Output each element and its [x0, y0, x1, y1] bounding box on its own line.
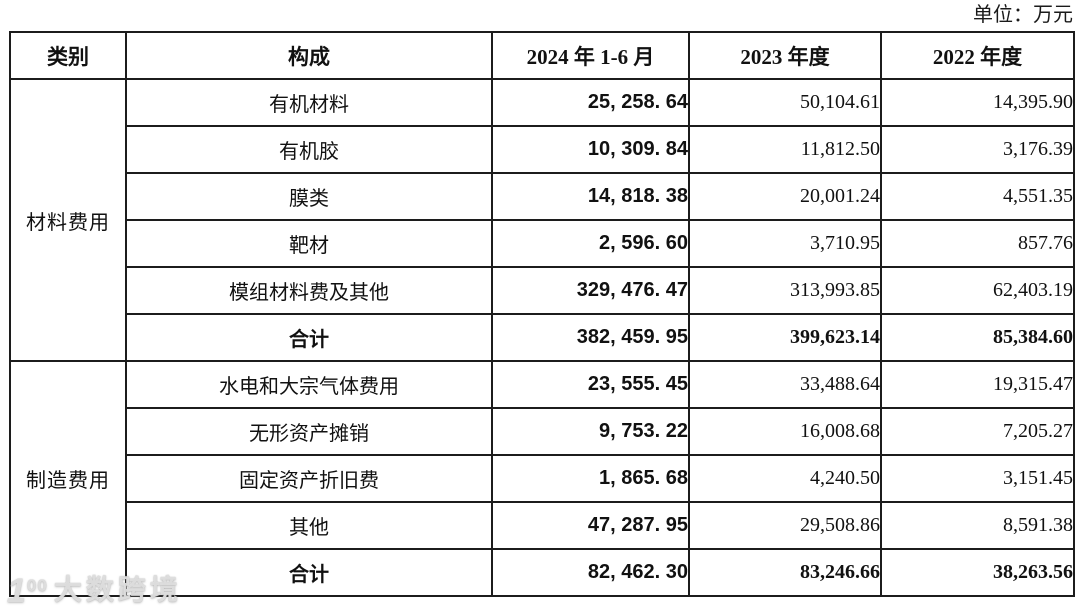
row-label: 无形资产摊销 [125, 407, 493, 456]
value-2022: 85,384.60 [880, 313, 1075, 362]
value-2022: 38,263.56 [880, 548, 1075, 597]
value-2024: 25, 258. 64 [491, 78, 690, 127]
header-category: 类别 [9, 31, 127, 80]
header-row: 类别 构成 2024 年 1-6 月 2023 年度 2022 年度 [9, 31, 1075, 80]
value-2023: 16,008.68 [688, 407, 882, 456]
unit-label: 单位：万元 [973, 4, 1073, 26]
cost-composition-table: 类别 构成 2024 年 1-6 月 2023 年度 2022 年度 材料费用 … [9, 31, 1075, 597]
header-2023: 2023 年度 [688, 31, 882, 80]
row-label: 其他 [125, 501, 493, 550]
value-2024: 1, 865. 68 [491, 454, 690, 503]
value-2022: 19,315.47 [880, 360, 1075, 409]
value-2024: 2, 596. 60 [491, 219, 690, 268]
value-2023: 83,246.66 [688, 548, 882, 597]
value-2023: 4,240.50 [688, 454, 882, 503]
row-label: 膜类 [125, 172, 493, 221]
value-2022: 4,551.35 [880, 172, 1075, 221]
row-label-total: 合计 [125, 313, 493, 362]
table-row: 膜类 14, 818. 38 20,001.24 4,551.35 [10, 172, 1075, 221]
value-2022: 7,205.27 [880, 407, 1075, 456]
value-2022: 8,591.38 [880, 501, 1075, 550]
table-row: 靶材 2, 596. 60 3,710.95 857.76 [10, 219, 1075, 268]
row-label: 靶材 [125, 219, 493, 268]
table-row-total: 合计 82, 462. 30 83,246.66 38,263.56 [10, 548, 1075, 597]
value-2023: 313,993.85 [688, 266, 882, 315]
table-row: 制造费用 水电和大宗气体费用 23, 555. 45 33,488.64 19,… [9, 360, 1075, 597]
header-2024h1: 2024 年 1-6 月 [491, 31, 690, 80]
value-2023: 3,710.95 [688, 219, 882, 268]
value-2024: 10, 309. 84 [491, 125, 690, 174]
row-label-total: 合计 [125, 548, 493, 597]
value-2024: 23, 555. 45 [491, 360, 690, 409]
value-2023: 399,623.14 [688, 313, 882, 362]
category-material-costs: 材料费用 [9, 78, 127, 362]
table-row: 无形资产摊销 9, 753. 22 16,008.68 7,205.27 [10, 407, 1075, 456]
row-label: 模组材料费及其他 [125, 266, 493, 315]
category-manufacturing-costs: 制造费用 [9, 360, 127, 597]
table-row: 其他 47, 287. 95 29,508.86 8,591.38 [10, 501, 1075, 550]
value-2024: 329, 476. 47 [491, 266, 690, 315]
value-2024: 47, 287. 95 [491, 501, 690, 550]
header-2022: 2022 年度 [880, 31, 1075, 80]
value-2024: 382, 459. 95 [491, 313, 690, 362]
table-row: 固定资产折旧费 1, 865. 68 4,240.50 3,151.45 [10, 454, 1075, 503]
row-label: 水电和大宗气体费用 [125, 360, 493, 409]
table-row: 有机胶 10, 309. 84 11,812.50 3,176.39 [10, 125, 1075, 174]
value-2022: 3,176.39 [880, 125, 1075, 174]
value-2024: 82, 462. 30 [491, 548, 690, 597]
row-label: 有机材料 [125, 78, 493, 127]
value-2023: 11,812.50 [688, 125, 882, 174]
value-2023: 20,001.24 [688, 172, 882, 221]
value-2022: 62,403.19 [880, 266, 1075, 315]
table-row-total: 合计 382, 459. 95 399,623.14 85,384.60 [10, 313, 1075, 362]
value-2024: 14, 818. 38 [491, 172, 690, 221]
value-2022: 14,395.90 [880, 78, 1075, 127]
row-label: 固定资产折旧费 [125, 454, 493, 503]
value-2023: 33,488.64 [688, 360, 882, 409]
value-2024: 9, 753. 22 [491, 407, 690, 456]
value-2023: 29,508.86 [688, 501, 882, 550]
value-2023: 50,104.61 [688, 78, 882, 127]
header-composition: 构成 [125, 31, 493, 80]
table-row: 材料费用 有机材料 25, 258. 64 50,104.61 14,395.9… [9, 78, 1075, 362]
row-label: 有机胶 [125, 125, 493, 174]
table-row: 模组材料费及其他 329, 476. 47 313,993.85 62,403.… [10, 266, 1075, 315]
value-2022: 3,151.45 [880, 454, 1075, 503]
value-2022: 857.76 [880, 219, 1075, 268]
